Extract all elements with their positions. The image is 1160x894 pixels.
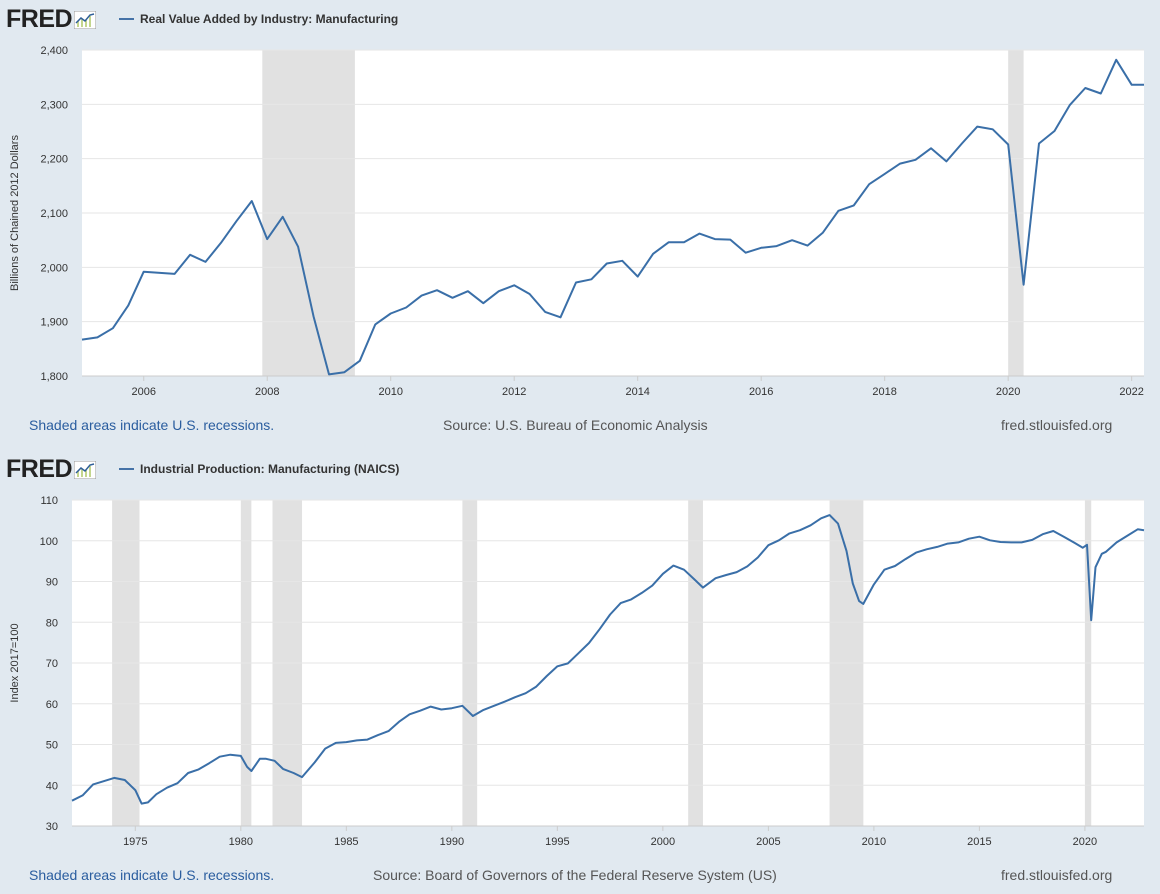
recession-note[interactable]: Shaded areas indicate U.S. recessions. [29, 417, 275, 433]
y-tick-label: 2,000 [40, 262, 68, 274]
line-chart-industrial-production: 30 40 50 60 70 80 90 100 110 1975 1980 1985 1990 1995… [9, 495, 1145, 848]
y-tick-label: 40 [46, 780, 58, 792]
y-tick-label: 60 [46, 699, 58, 711]
series-line [81, 58, 1144, 376]
legend-series-label: Industrial Production: Manufacturing (NA… [140, 462, 400, 476]
y-axis-title: Billions of Chained 2012 Dollars [9, 135, 21, 291]
legend-swatch [119, 18, 134, 20]
legend-series-label: Real Value Added by Industry: Manufactur… [140, 12, 399, 26]
site-link[interactable]: fred.stlouisfed.org [1001, 417, 1113, 433]
y-tick-label: 30 [46, 821, 58, 833]
chart-trend-icon [74, 10, 97, 29]
source-note: Source: Board of Governors of the Federa… [373, 867, 777, 883]
x-tick-label: 1985 [334, 836, 358, 848]
chart-panel-2: FRED Industrial Production: Manufacturin… [0, 450, 1160, 894]
y-tick-label: 1,900 [40, 317, 68, 329]
legend-swatch [119, 468, 134, 470]
recession-note[interactable]: Shaded areas indicate U.S. recessions. [29, 867, 275, 883]
y-tick-label: 2,300 [40, 99, 68, 111]
chart-panel-1: FRED Real Value Added by Industry: Manuf… [0, 0, 1160, 445]
x-tick-label: 2010 [862, 836, 886, 848]
y-axis-title: Index 2017=100 [9, 623, 21, 702]
y-tick-label: 90 [46, 577, 58, 589]
fred-logo[interactable]: FRED [6, 5, 97, 33]
x-tick-label: 2020 [1073, 836, 1097, 848]
x-tick-label: 2000 [651, 836, 675, 848]
y-tick-label: 80 [46, 617, 58, 629]
y-tick-label: 2,400 [40, 45, 68, 57]
x-tick-label: 2012 [502, 386, 526, 398]
y-tick-label: 1,800 [40, 371, 68, 383]
y-tick-label: 110 [40, 495, 58, 507]
x-tick-label: 2016 [749, 386, 773, 398]
x-tick-label: 1975 [123, 836, 147, 848]
x-tick-label: 2005 [756, 836, 780, 848]
fred-logo-text: FRED [6, 5, 73, 33]
x-tick-label: 2015 [967, 836, 991, 848]
site-link[interactable]: fred.stlouisfed.org [1001, 867, 1113, 883]
fred-logo[interactable]: FRED [6, 455, 97, 483]
x-tick-label: 1995 [545, 836, 569, 848]
source-note: Source: U.S. Bureau of Economic Analysis [443, 417, 708, 433]
chart-legend: Industrial Production: Manufacturing (NA… [119, 462, 399, 476]
y-tick-label: 2,100 [40, 208, 68, 220]
x-tick-label: 2018 [872, 386, 896, 398]
x-tick-label: 1990 [440, 836, 464, 848]
y-tick-label: 2,200 [40, 154, 68, 166]
x-tick-label: 2010 [378, 386, 402, 398]
x-tick-label: 2014 [625, 386, 649, 398]
y-tick-label: 70 [46, 658, 58, 670]
x-tick-label: 2022 [1119, 386, 1143, 398]
x-tick-label: 2008 [255, 386, 279, 398]
y-tick-label: 50 [46, 740, 58, 752]
chart-legend: Real Value Added by Industry: Manufactur… [119, 12, 398, 26]
x-tick-label: 2020 [996, 386, 1020, 398]
x-tick-label: 2006 [132, 386, 156, 398]
series-line [71, 514, 1145, 805]
fred-logo-text: FRED [6, 455, 73, 483]
y-tick-label: 100 [40, 536, 58, 548]
chart-trend-icon [74, 460, 97, 479]
line-chart-real-value-added: 1,800 1,900 2,000 2,100 2,200 2,300 2,400 2006 2… [9, 45, 1144, 398]
x-tick-label: 1980 [229, 836, 253, 848]
